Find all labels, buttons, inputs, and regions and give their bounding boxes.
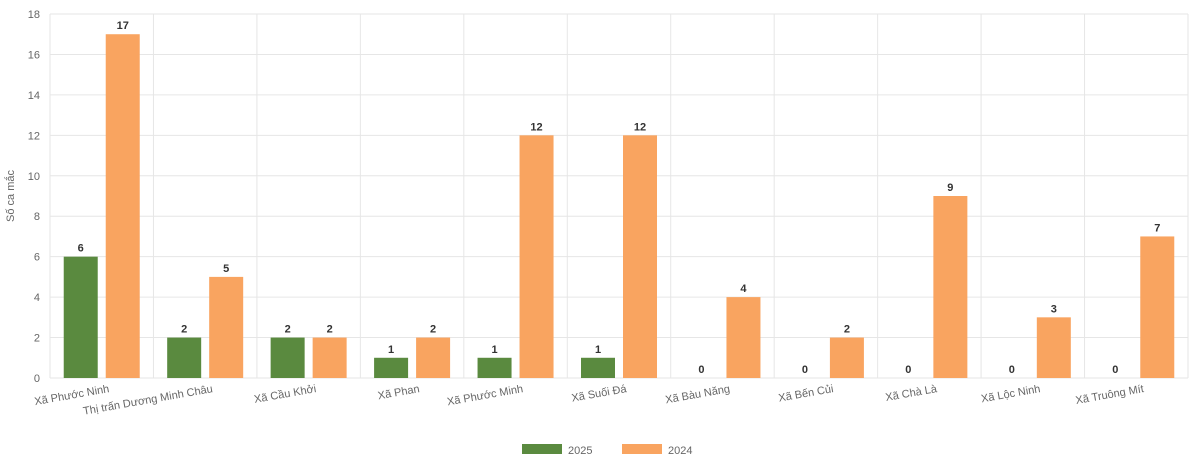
legend[interactable]: 2025 2024 bbox=[522, 444, 692, 454]
data-label: 2 bbox=[285, 324, 291, 336]
bar-2024[interactable] bbox=[1036, 317, 1071, 378]
grid-layer bbox=[49, 13, 1189, 379]
data-label: 1 bbox=[491, 344, 497, 356]
data-label: 0 bbox=[1009, 364, 1015, 376]
legend-swatch-2024[interactable] bbox=[622, 444, 662, 454]
bar-2024[interactable] bbox=[623, 135, 657, 378]
data-label: 1 bbox=[595, 344, 601, 356]
bars-layer bbox=[63, 34, 1175, 378]
bar-2025[interactable] bbox=[581, 357, 615, 378]
y-axis-ticks: 0 2 4 6 8 10 12 14 16 18 bbox=[28, 9, 40, 385]
bar-2024[interactable] bbox=[312, 337, 347, 378]
data-label: 2 bbox=[181, 324, 187, 336]
x-tick-label: Xã Phan bbox=[377, 383, 421, 402]
x-tick-label: Xã Bến Củi bbox=[778, 383, 835, 404]
y-tick-label: 14 bbox=[28, 90, 40, 102]
y-tick-label: 16 bbox=[28, 49, 40, 61]
bar-2024[interactable] bbox=[209, 276, 244, 378]
bar-2025[interactable] bbox=[63, 256, 98, 378]
data-label: 1 bbox=[388, 344, 394, 356]
x-tick-label: Xã Bàu Năng bbox=[664, 383, 731, 406]
x-tick-label: Xã Lộc Ninh bbox=[980, 383, 1041, 405]
bar-2024[interactable] bbox=[726, 297, 761, 378]
y-tick-label: 4 bbox=[34, 292, 40, 304]
bar-2024[interactable] bbox=[105, 34, 140, 378]
x-tick-label: Xã Phước Minh bbox=[446, 383, 524, 408]
data-label: 17 bbox=[117, 20, 129, 32]
legend-label-2024[interactable]: 2024 bbox=[668, 445, 692, 454]
data-label: 12 bbox=[530, 121, 542, 133]
bar-2024[interactable] bbox=[1140, 236, 1175, 378]
data-label: 0 bbox=[698, 364, 704, 376]
y-tick-label: 8 bbox=[34, 211, 40, 223]
data-label: 0 bbox=[905, 364, 911, 376]
data-label: 4 bbox=[740, 283, 747, 295]
data-label: 0 bbox=[802, 364, 808, 376]
y-axis-title: Số ca mắc bbox=[4, 170, 17, 222]
bar-2024[interactable] bbox=[416, 337, 451, 378]
x-tick-label: Xã Cầu Khởi bbox=[253, 383, 317, 406]
data-label: 2 bbox=[327, 324, 333, 336]
y-tick-label: 0 bbox=[34, 373, 40, 385]
data-label: 12 bbox=[634, 121, 646, 133]
y-tick-label: 12 bbox=[28, 130, 40, 142]
data-label: 7 bbox=[1154, 222, 1160, 234]
bar-2025[interactable] bbox=[477, 357, 512, 378]
data-label: 9 bbox=[947, 182, 953, 194]
bar-2025[interactable] bbox=[167, 337, 202, 378]
data-label: 2 bbox=[844, 324, 850, 336]
data-label: 5 bbox=[223, 263, 229, 275]
y-tick-label: 2 bbox=[34, 333, 40, 345]
x-tick-label: Xã Suối Đá bbox=[571, 383, 629, 405]
x-tick-label: Xã Truông Mít bbox=[1075, 383, 1145, 407]
bar-2024[interactable] bbox=[829, 337, 864, 378]
y-tick-label: 10 bbox=[28, 171, 40, 183]
data-label: 0 bbox=[1112, 364, 1118, 376]
data-label: 2 bbox=[430, 324, 436, 336]
y-tick-label: 18 bbox=[28, 9, 40, 21]
bar-2024[interactable] bbox=[519, 135, 554, 378]
x-tick-label: Xã Chà Là bbox=[885, 383, 939, 404]
legend-swatch-2025[interactable] bbox=[522, 444, 562, 454]
data-label: 6 bbox=[78, 243, 84, 255]
bar-2025[interactable] bbox=[374, 357, 409, 378]
legend-label-2025[interactable]: 2025 bbox=[568, 445, 592, 454]
data-label: 3 bbox=[1051, 303, 1057, 315]
bar-2024[interactable] bbox=[933, 196, 968, 378]
bar-2025[interactable] bbox=[270, 337, 305, 378]
y-tick-label: 6 bbox=[34, 252, 40, 264]
